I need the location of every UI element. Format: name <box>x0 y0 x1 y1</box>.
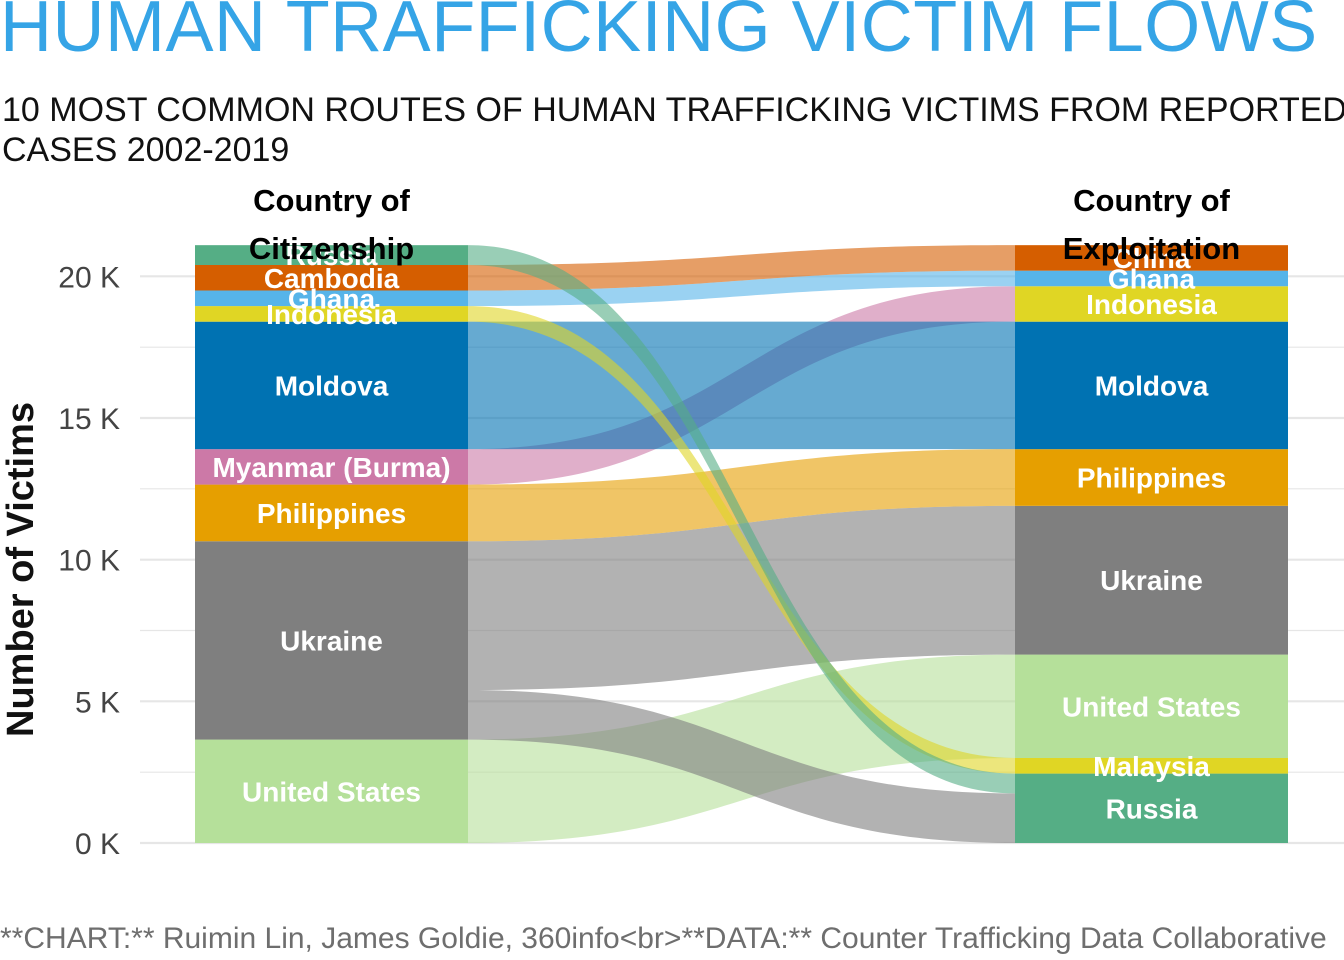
exploitation-stratum-label: Ghana <box>1108 263 1196 294</box>
y-tick-label: 15 K <box>58 403 120 436</box>
chart-subtitle: 10 MOST COMMON ROUTES OF HUMAN TRAFFICKI… <box>2 91 1344 169</box>
citizenship-stratum-united-states <box>195 739 468 843</box>
y-tick-label: 10 K <box>58 545 120 578</box>
exploitation-stratum-ukraine <box>1015 505 1288 655</box>
exploitation-stratum-label: Philippines <box>1077 463 1226 494</box>
citizenship-stratum-label: Indonesia <box>266 299 397 330</box>
y-tick-label: 5 K <box>75 686 120 719</box>
chart-title: HUMAN TRAFFICKING VICTIM FLOWS <box>0 0 1318 67</box>
citizenship-stratum-russia <box>195 245 468 265</box>
citizenship-stratum-label: Myanmar (Burma) <box>212 452 450 483</box>
axis-header-citizenship: Country of Citizenship <box>249 183 414 266</box>
flow-ukraine-to-russia <box>468 690 1015 843</box>
flow-indonesia-to-malaysia <box>468 306 1015 774</box>
flow-ribbons <box>468 245 1015 843</box>
citizenship-stratum-cambodia <box>195 265 468 291</box>
exploitation-stratum-indonesia <box>1015 286 1288 322</box>
citizenship-stratum-label: Philippines <box>257 498 406 529</box>
citizenship-stratum-label: Cambodia <box>264 263 400 294</box>
citizenship-stratum-ukraine <box>195 541 468 740</box>
exploitation-stratum-malaysia <box>1015 758 1288 774</box>
citizenship-stratum-label: Ghana <box>288 283 376 314</box>
y-axis-ticks: 0 K 5 K 10 K 15 K 20 K <box>58 261 120 861</box>
exploitation-stratum-label: Ukraine <box>1100 565 1203 596</box>
exploitation-stratum-russia <box>1015 773 1288 843</box>
exploitation-stratum-label: Malaysia <box>1093 751 1210 782</box>
flow-russia-to-russia <box>468 245 1015 794</box>
exploitation-stratum-moldova <box>1015 321 1288 450</box>
flow-philippines-to-philippines <box>468 449 1015 542</box>
axis-header-exploitation: Country of Exploitation <box>1063 183 1240 266</box>
citizenship-stratum-label: Ukraine <box>280 625 383 656</box>
exploitation-stratum-ghana <box>1015 270 1288 287</box>
y-tick-label: 20 K <box>58 261 120 294</box>
exploitation-stratum-label: Russia <box>1106 793 1198 824</box>
chart-caption: **CHART:** Ruimin Lin, James Goldie, 360… <box>0 922 1327 955</box>
exploitation-stratum-label: United States <box>1062 691 1241 722</box>
y-tick-label: 0 K <box>75 828 120 861</box>
exploitation-stratum-label: Moldova <box>1095 370 1209 401</box>
citizenship-stratum-philippines <box>195 484 468 542</box>
axis-headers: Country of Citizenship Country of Exploitat… <box>249 183 1240 266</box>
exploitation-stratum-china <box>1015 245 1288 271</box>
exploitation-stratum-label: China <box>1113 243 1191 274</box>
citizenship-stratum-myanmar-burma <box>195 449 468 485</box>
citizenship-stratum-label: Moldova <box>275 370 389 401</box>
flow-cambodia-to-china <box>468 245 1015 291</box>
citizenship-stratum-indonesia <box>195 306 468 322</box>
exploitation-stratum-label: Indonesia <box>1086 289 1217 320</box>
flow-moldova-to-moldova <box>468 321 1015 450</box>
citizenship-stratum-moldova <box>195 321 468 450</box>
strata-bars: United States Ukraine Philippines Myanmar (… <box>195 240 1288 843</box>
citizenship-stratum-label: Russia <box>286 240 378 271</box>
flow-ukraine-to-ukraine <box>468 505 1015 690</box>
flow-ghana-to-ghana <box>468 270 1015 307</box>
citizenship-stratum-label: United States <box>242 776 421 807</box>
exploitation-stratum-united-states <box>1015 654 1288 758</box>
exploitation-stratum-philippines <box>1015 449 1288 506</box>
citizenship-stratum-ghana <box>195 290 468 307</box>
